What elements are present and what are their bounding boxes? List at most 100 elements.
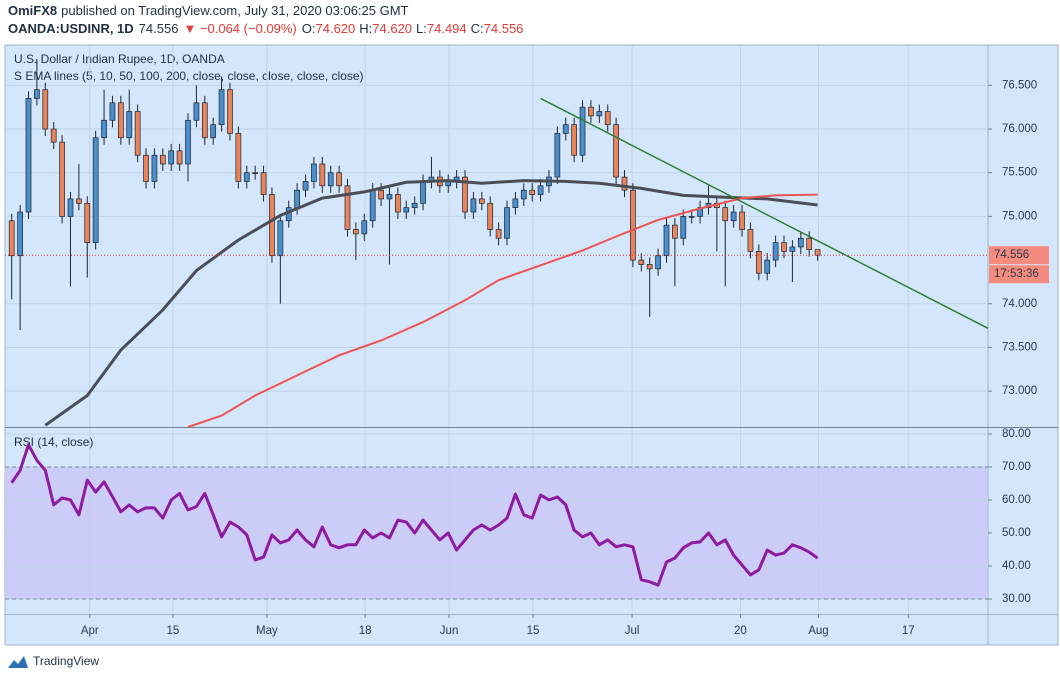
candle-body <box>797 237 804 248</box>
candle-body <box>562 124 569 134</box>
candle-body <box>655 255 661 270</box>
candle-body <box>571 124 577 156</box>
y-tick-label: 74.000 <box>1002 298 1037 310</box>
y-tick-label: 76.000 <box>1002 123 1037 135</box>
candle-body <box>386 194 393 200</box>
candle-body <box>84 202 91 243</box>
candle-body <box>210 124 217 139</box>
candle-body <box>411 202 418 209</box>
trendline <box>540 97 989 329</box>
candle-body <box>109 102 116 121</box>
candle-body <box>646 264 653 270</box>
x-tick-label: Apr <box>81 625 99 637</box>
candle-body <box>227 89 233 134</box>
candle-body <box>25 98 32 213</box>
candle-body <box>663 224 670 257</box>
candle-body <box>739 211 745 230</box>
candle-body <box>327 172 334 187</box>
candle-body <box>269 194 275 257</box>
candle-body <box>630 189 636 261</box>
brand: TradingView <box>33 654 99 668</box>
y-tick-label: 70.00 <box>1002 461 1031 473</box>
y-tick-label: 60.00 <box>1002 494 1031 506</box>
candle-body <box>42 89 49 130</box>
rsi-line <box>10 443 819 587</box>
x-tick-label: May <box>256 625 278 637</box>
candle-body <box>395 194 401 213</box>
candle-body <box>185 119 191 165</box>
candle-body <box>168 150 175 165</box>
candle-body <box>806 237 813 250</box>
ohlc-label: O: <box>302 21 316 36</box>
candle-body <box>218 89 225 125</box>
candle-body <box>176 150 183 165</box>
brand-logo: TradingView <box>8 654 99 668</box>
ohlc-value: 74.620 <box>372 21 412 36</box>
candle-body <box>487 202 494 230</box>
candle-body <box>604 111 611 125</box>
candle-body <box>420 181 426 204</box>
last-price-label: 74.556 <box>994 249 1029 261</box>
pane-title: U.S. Dollar / Indian Rupee, 1D, OANDA <box>14 52 225 66</box>
candle-body <box>76 198 82 204</box>
change: ▼ −0.064 (−0.09%) <box>183 21 296 36</box>
y-tick-label: 73.500 <box>1002 342 1037 354</box>
candle-body <box>201 102 208 139</box>
candle-body <box>101 119 107 139</box>
plots: 73.000 73.500 74.000 75.000 75.500 76.000 76.5… <box>5 46 1049 637</box>
candle-body <box>134 111 141 156</box>
countdown-box <box>989 265 1049 284</box>
candle-body <box>126 111 133 139</box>
candle-body <box>34 89 40 99</box>
candle-body <box>495 229 502 239</box>
last: 74.556 <box>139 21 179 36</box>
symbol: OANDA:USDINR, 1D <box>8 21 134 36</box>
candle-body <box>319 163 326 187</box>
candle-body <box>235 133 242 182</box>
author: OmiFX8 <box>8 3 57 18</box>
candle-body <box>67 198 74 217</box>
candle-body <box>470 198 477 213</box>
candle-body <box>789 246 796 252</box>
x-tick-label: 17 <box>902 625 915 637</box>
candle-body <box>294 189 300 209</box>
candle-body <box>302 181 309 191</box>
candle-body <box>353 229 359 235</box>
y-tick-label: 73.000 <box>1002 385 1037 397</box>
y-tick-label: 40.00 <box>1002 560 1031 572</box>
ohlc-value: 74.620 <box>316 21 356 36</box>
x-tick-label: Jul <box>625 625 640 637</box>
pane-subtitle: S EMA lines (5, 10, 50, 100, 200, close,… <box>14 69 364 83</box>
candle-body <box>311 163 317 182</box>
candle-body <box>814 249 821 256</box>
candle-body <box>512 198 519 209</box>
candle-body <box>117 102 124 139</box>
logo-icon <box>8 656 28 668</box>
y-tick-label: 50.00 <box>1002 527 1031 539</box>
candle-body <box>537 185 544 195</box>
x-tick-label: 15 <box>527 625 540 637</box>
candle-body <box>520 189 527 200</box>
x-tick-label: 18 <box>359 625 372 637</box>
publish-line: OmiFX8 published on TradingView.com, July… <box>8 3 409 18</box>
ema-line <box>44 179 818 427</box>
candle-body <box>781 242 787 252</box>
candle-body <box>8 220 15 257</box>
x-tick-label: Aug <box>808 625 828 637</box>
rsi-title: RSI (14, close) <box>14 435 93 449</box>
candle-body <box>50 128 57 143</box>
ohlc-label: H: <box>359 21 372 36</box>
candle-body <box>403 207 410 213</box>
ohlc-label: C: <box>471 21 484 36</box>
countdown: 17:53:36 <box>994 268 1039 280</box>
quote-line: OANDA:USDINR, 1D 74.556 ▼ −0.064 (−0.09%) O… <box>8 21 523 36</box>
ema-line <box>187 193 818 428</box>
candle-body <box>680 216 687 239</box>
candle-body <box>17 211 23 257</box>
candle-body <box>59 141 65 217</box>
candle-body <box>688 216 695 218</box>
ohlc-value: 74.556 <box>484 21 524 36</box>
x-tick-label: 20 <box>734 625 747 637</box>
candle-body <box>722 207 729 222</box>
